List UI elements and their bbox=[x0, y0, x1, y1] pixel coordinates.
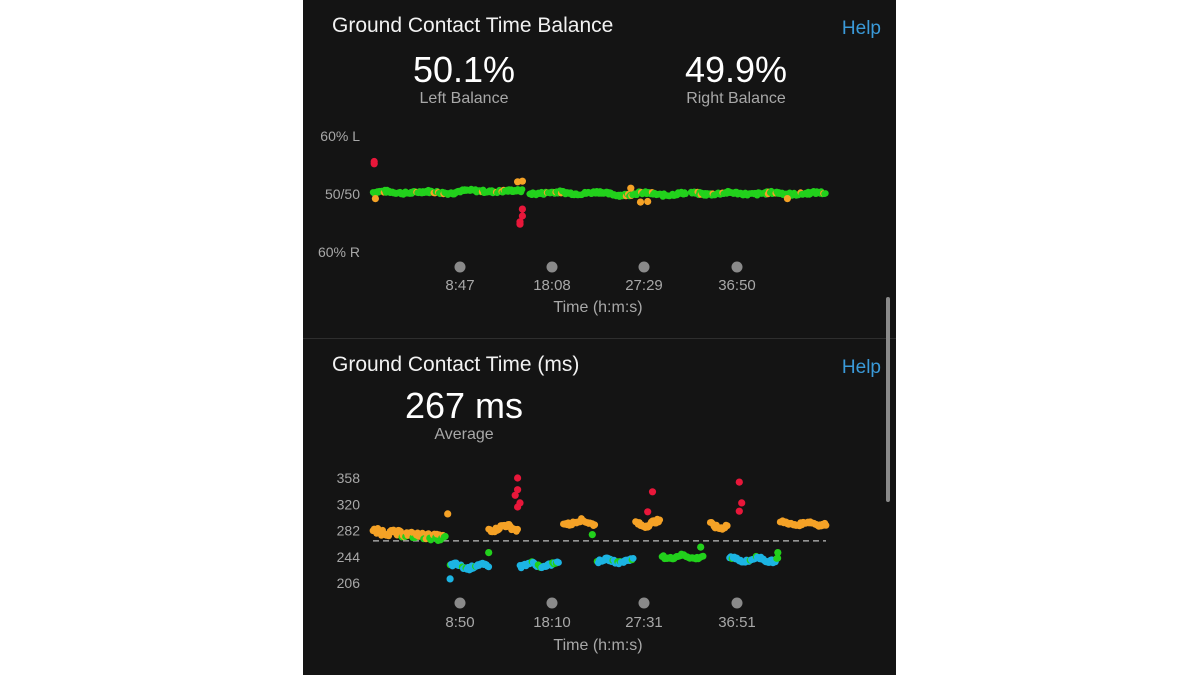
right-balance-label: Right Balance bbox=[686, 90, 786, 107]
gct-outlier-point bbox=[444, 510, 452, 518]
balance-x-tick-label: 36:50 bbox=[718, 277, 756, 294]
gct-outlier-point bbox=[514, 486, 522, 494]
balance-outlier-point bbox=[518, 212, 526, 220]
gct-data-point bbox=[485, 563, 493, 571]
gct-outlier-point bbox=[485, 549, 493, 557]
gct-data-point bbox=[656, 516, 664, 524]
gct-x-tick-label: 36:51 bbox=[718, 614, 756, 631]
gct-data-point bbox=[629, 555, 637, 562]
gct-outlier-point bbox=[735, 507, 743, 515]
gct-outlier-point bbox=[514, 474, 522, 482]
right-balance-value: 49.9% bbox=[684, 49, 788, 90]
gct-y-tick-label: 320 bbox=[337, 496, 361, 512]
gct-data-point bbox=[822, 521, 830, 529]
gct-x-axis-label: Time (h:m:s) bbox=[553, 637, 642, 654]
balance-data-point bbox=[682, 190, 689, 197]
app-screen: Ground Contact Time Balance Help 50.1% L… bbox=[303, 0, 896, 675]
balance-chart: 60% L 50/50 60% R 8:47 18:08 27:29 36:50 Time… bbox=[318, 128, 829, 316]
gct-y-tick-label: 282 bbox=[337, 523, 361, 539]
gct-x-tick-label: 8:50 bbox=[445, 614, 474, 631]
gct-data-point bbox=[514, 525, 521, 533]
gct-outlier-point bbox=[697, 543, 705, 551]
gct-outlier-point bbox=[446, 575, 454, 583]
gct-time-marker bbox=[546, 597, 558, 609]
gct-outlier-point bbox=[588, 531, 596, 539]
gct-chart: 358 320 282 244 206 8:50 18:10 27:31 36:51 Time… bbox=[337, 470, 830, 654]
gct-time-marker bbox=[454, 597, 466, 609]
gct-data-point bbox=[591, 521, 599, 529]
gct-data-point bbox=[699, 552, 707, 560]
gct-card: Ground Contact Time (ms) Help 267 ms Ave… bbox=[303, 339, 896, 675]
gct-outlier-point bbox=[735, 478, 743, 486]
balance-outlier-point bbox=[636, 198, 645, 206]
gct-x-tick-label: 27:31 bbox=[625, 614, 663, 631]
scrollbar[interactable] bbox=[886, 297, 890, 502]
left-balance-label: Left Balance bbox=[419, 90, 509, 107]
balance-outlier-point bbox=[627, 184, 635, 192]
left-balance-value: 50.1% bbox=[412, 49, 516, 90]
balance-outlier-point bbox=[644, 197, 652, 206]
balance-x-tick-label: 18:08 bbox=[533, 277, 571, 294]
gct-outlier-point bbox=[511, 491, 519, 499]
right-balance-stat: 49.9% Right Balance bbox=[636, 50, 836, 108]
gct-y-tick-label: 358 bbox=[337, 470, 361, 486]
balance-help-link[interactable]: Help bbox=[841, 18, 881, 39]
gct-y-tick-label: 206 bbox=[337, 575, 361, 591]
gct-time-marker bbox=[731, 597, 743, 609]
gct-time-marker bbox=[638, 597, 650, 609]
left-balance-stat: 50.1% Left Balance bbox=[364, 50, 564, 108]
balance-time-marker bbox=[546, 261, 558, 273]
gct-y-tick-label: 244 bbox=[337, 549, 361, 565]
balance-time-marker bbox=[731, 261, 743, 273]
balance-outlier-point bbox=[783, 195, 791, 203]
balance-outlier-point bbox=[516, 220, 524, 228]
balance-card: Ground Contact Time Balance Help 50.1% L… bbox=[303, 0, 896, 338]
gct-title: Ground Contact Time (ms) bbox=[332, 353, 580, 376]
balance-time-marker bbox=[454, 261, 466, 273]
balance-time-marker bbox=[638, 261, 650, 273]
balance-outlier-point bbox=[518, 177, 526, 185]
balance-x-axis-label: Time (h:m:s) bbox=[553, 299, 642, 316]
balance-y-tick-label: 60% L bbox=[320, 128, 360, 144]
balance-outlier-point bbox=[371, 195, 379, 203]
gct-data-point bbox=[723, 522, 731, 530]
gct-data-point bbox=[774, 554, 782, 562]
gct-outlier-point bbox=[514, 503, 522, 511]
balance-y-tick-label: 60% R bbox=[318, 244, 360, 260]
balance-outlier-point bbox=[370, 157, 378, 166]
gct-average-value: 267 ms bbox=[404, 385, 524, 426]
gct-outlier-point bbox=[648, 488, 657, 496]
gct-help-link[interactable]: Help bbox=[841, 357, 881, 378]
gct-outlier-point bbox=[738, 499, 746, 507]
gct-outlier-point bbox=[644, 508, 652, 516]
gct-average-stat: 267 ms Average bbox=[364, 386, 564, 444]
card-divider bbox=[303, 338, 896, 339]
balance-x-tick-label: 8:47 bbox=[445, 277, 474, 294]
gct-outlier-point bbox=[774, 549, 782, 557]
balance-title: Ground Contact Time Balance bbox=[332, 14, 614, 37]
gct-data-point bbox=[555, 559, 562, 566]
balance-y-tick-label: 50/50 bbox=[325, 186, 360, 202]
balance-x-tick-label: 27:29 bbox=[625, 277, 663, 294]
gct-data-point bbox=[441, 532, 449, 540]
balance-data-point bbox=[519, 186, 526, 193]
gct-x-tick-label: 18:10 bbox=[533, 614, 571, 631]
gct-average-label: Average bbox=[434, 426, 494, 443]
balance-data-point bbox=[822, 190, 829, 197]
balance-outlier-point bbox=[518, 205, 526, 213]
